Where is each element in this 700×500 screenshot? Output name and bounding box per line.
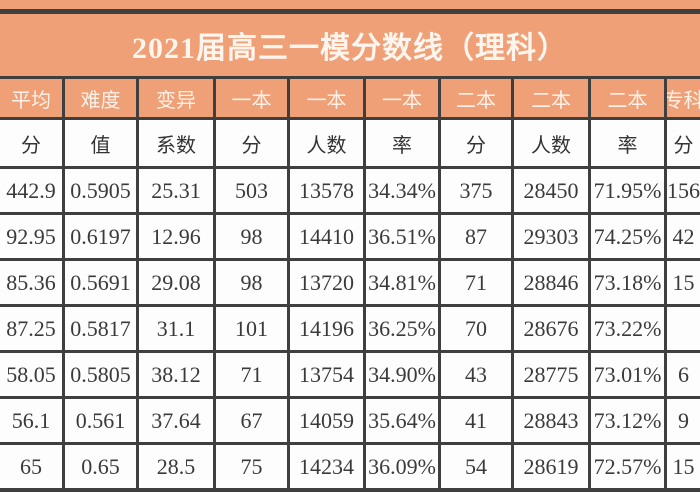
table-cell: 14196	[290, 307, 363, 350]
table-cell: 74.25%	[591, 215, 664, 258]
table-cell: 38.12	[139, 353, 213, 396]
table-cell: 13720	[290, 261, 363, 304]
column-header-sub: 分	[667, 120, 700, 166]
table-cell: 36.51%	[366, 215, 438, 258]
table-title: 2021届高三一模分数线（理科）	[0, 14, 700, 76]
table-cell: 442.9	[0, 169, 62, 212]
table-cell: 73.01%	[591, 353, 664, 396]
column-header-top: 二本	[591, 79, 664, 117]
table-cell: 14410	[290, 215, 363, 258]
table-cell: 28846	[514, 261, 588, 304]
table-cell: 6	[667, 353, 700, 396]
table-cell: 14234	[290, 445, 363, 488]
table-cell: 0.5905	[65, 169, 136, 212]
table-cell: 0.561	[65, 399, 136, 442]
table-cell: 87.25	[0, 307, 62, 350]
table-cell: 98	[216, 215, 287, 258]
table-cell: 12.96	[139, 215, 213, 258]
table-cell: 34.90%	[366, 353, 438, 396]
table-top-border	[0, 9, 700, 14]
table-cell: 92.95	[0, 215, 62, 258]
table-cell: 0.5817	[65, 307, 136, 350]
column-header-top: 一本	[216, 79, 287, 117]
table-cell: 42	[667, 215, 700, 258]
table-cell: 13578	[290, 169, 363, 212]
column-header-sub: 人数	[514, 120, 588, 166]
table-cell: 0.5805	[65, 353, 136, 396]
table-cell: 58.05	[0, 353, 62, 396]
table-cell: 73.22%	[591, 307, 664, 350]
table-cell: 28775	[514, 353, 588, 396]
table-cell: 9	[667, 399, 700, 442]
table-cell: 98	[216, 261, 287, 304]
table-cell: 71	[441, 261, 511, 304]
column-header-top: 一本	[290, 79, 363, 117]
column-header-sub: 系数	[139, 120, 213, 166]
top-orange-strip	[0, 0, 700, 9]
column-header-sub: 人数	[290, 120, 363, 166]
table-cell: 375	[441, 169, 511, 212]
column-header-top: 变异	[139, 79, 213, 117]
table-cell: 29.08	[139, 261, 213, 304]
table-cell: 65	[0, 445, 62, 488]
table-cell: 71	[216, 353, 287, 396]
table-cell: 0.5691	[65, 261, 136, 304]
table-cell: 28843	[514, 399, 588, 442]
table-cell: 54	[441, 445, 511, 488]
table-cell: 28450	[514, 169, 588, 212]
table-cell: 87	[441, 215, 511, 258]
table-cell: 34.34%	[366, 169, 438, 212]
table-cell: 28676	[514, 307, 588, 350]
table-cell: 156	[667, 169, 700, 212]
table-cell: 31.1	[139, 307, 213, 350]
column-header-top: 专科	[667, 79, 700, 117]
score-table: 2021届高三一模分数线（理科） 平均 难度 变异 一本 一本 一本 二本 二本 二本 专科分值系…	[0, 14, 700, 488]
table-cell: 36.25%	[366, 307, 438, 350]
table-cell: 25.31	[139, 169, 213, 212]
column-header-sub: 分	[441, 120, 511, 166]
table-cell: 36.09%	[366, 445, 438, 488]
column-header-sub: 率	[591, 120, 664, 166]
table-cell: 41	[441, 399, 511, 442]
table-cell: 503	[216, 169, 287, 212]
column-header-sub: 分	[0, 120, 62, 166]
table-cell: 43	[441, 353, 511, 396]
column-header-top: 平均	[0, 79, 62, 117]
column-header-sub: 率	[366, 120, 438, 166]
table-cell: 71.95%	[591, 169, 664, 212]
table-cell: 35.64%	[366, 399, 438, 442]
table-cell: 28619	[514, 445, 588, 488]
column-header-top: 二本	[514, 79, 588, 117]
table-cell: 0.65	[65, 445, 136, 488]
table-cell: 37.64	[139, 399, 213, 442]
table-bottom-border	[0, 488, 700, 492]
table-cell: 15	[667, 261, 700, 304]
table-cell	[667, 307, 700, 350]
table-cell: 29303	[514, 215, 588, 258]
table-cell: 0.6197	[65, 215, 136, 258]
table-cell: 75	[216, 445, 287, 488]
table-cell: 28.5	[139, 445, 213, 488]
column-header-top: 一本	[366, 79, 438, 117]
table-cell: 70	[441, 307, 511, 350]
column-header-top: 难度	[65, 79, 136, 117]
table-cell: 14059	[290, 399, 363, 442]
table-cell: 56.1	[0, 399, 62, 442]
table-cell: 34.81%	[366, 261, 438, 304]
table-cell: 67	[216, 399, 287, 442]
column-header-sub: 值	[65, 120, 136, 166]
table-cell: 15	[667, 445, 700, 488]
table-cell: 101	[216, 307, 287, 350]
table-cell: 13754	[290, 353, 363, 396]
table-cell: 73.12%	[591, 399, 664, 442]
column-header-sub: 分	[216, 120, 287, 166]
table-cell: 73.18%	[591, 261, 664, 304]
table-cell: 72.57%	[591, 445, 664, 488]
column-header-top: 二本	[441, 79, 511, 117]
table-cell: 85.36	[0, 261, 62, 304]
